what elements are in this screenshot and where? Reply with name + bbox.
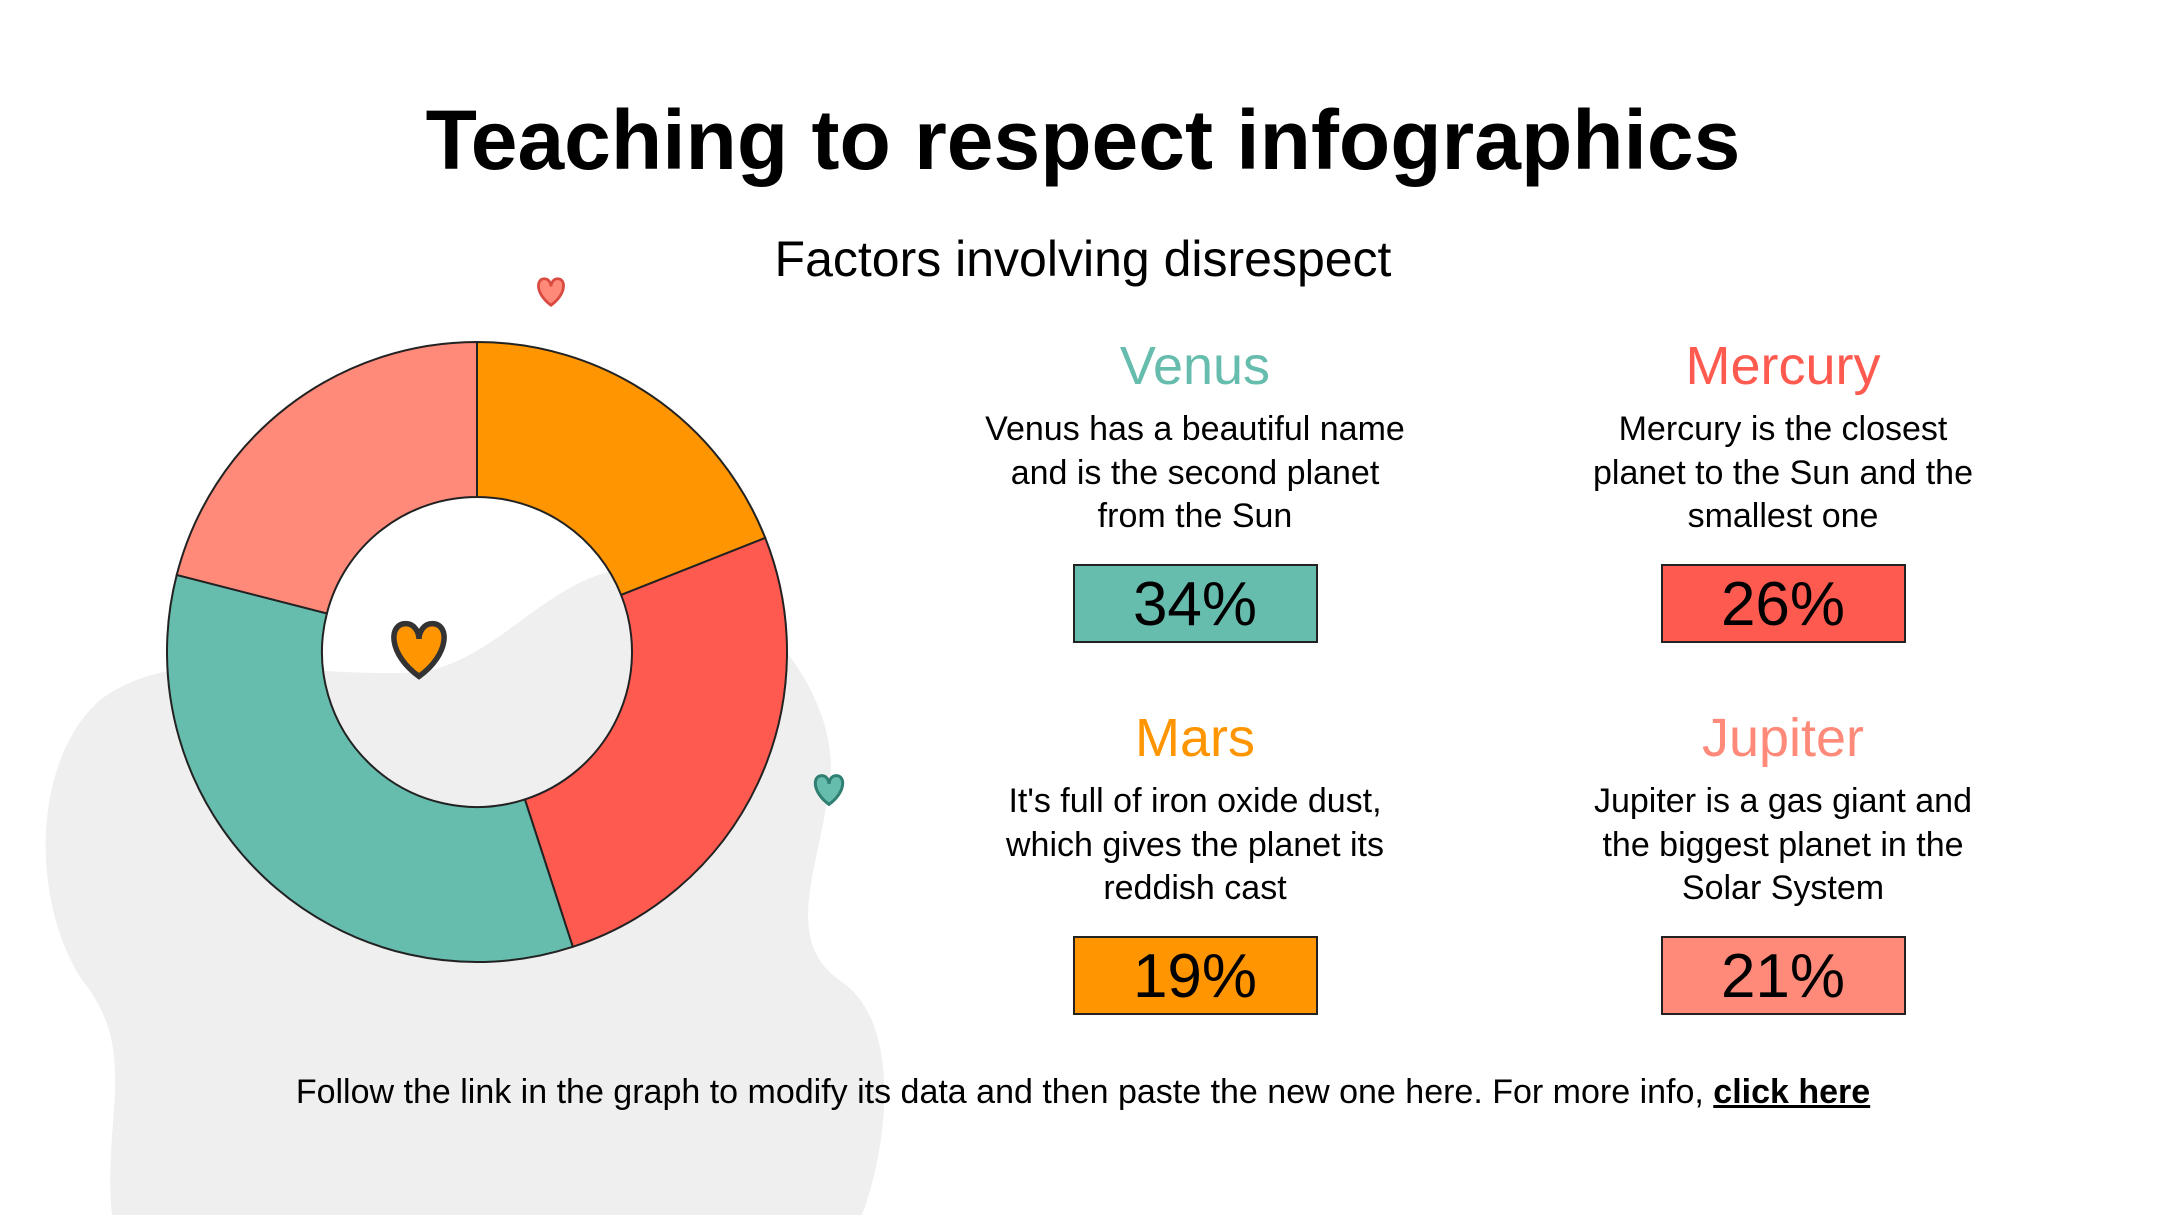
link[interactable]: click here: [1713, 1073, 1871, 1111]
subtitle: Factors involving disrespect: [774, 231, 1392, 287]
heart-decoration: [537, 277, 565, 307]
footer-text: Follow the link in the graph to modify i…: [295, 1073, 1704, 1111]
description: Venus has a beautiful name and is the se…: [985, 410, 1405, 535]
title: Teaching to respect infographics: [425, 93, 1741, 187]
value-label: 34%: [1072, 564, 1318, 643]
legend-label: Mercury: [1685, 336, 1881, 396]
footer: Follow the link in the graph to modify i…: [0, 1070, 2160, 1114]
heart-decoration: [391, 620, 447, 680]
legend-label: Venus: [1119, 336, 1271, 396]
heart-decoration: [813, 774, 845, 807]
description: Mercury is the closest planet to the Sun…: [1593, 410, 1973, 535]
donut-slice: [175, 340, 478, 615]
donut-slice: [523, 536, 788, 949]
value-label: 26%: [1660, 564, 1906, 643]
legend-label: Mars: [1135, 708, 1255, 768]
donut: [166, 340, 788, 963]
description: It's full of iron oxide dust, which give…: [1006, 782, 1384, 907]
legend-label: Jupiter: [1701, 708, 1865, 768]
donut-slice: [166, 573, 575, 963]
description: Jupiter is a gas giant and the biggest p…: [1593, 782, 1973, 907]
donut-slice: [476, 340, 767, 597]
value-label: 19%: [1072, 936, 1318, 1015]
value-label: 21%: [1660, 936, 1906, 1015]
